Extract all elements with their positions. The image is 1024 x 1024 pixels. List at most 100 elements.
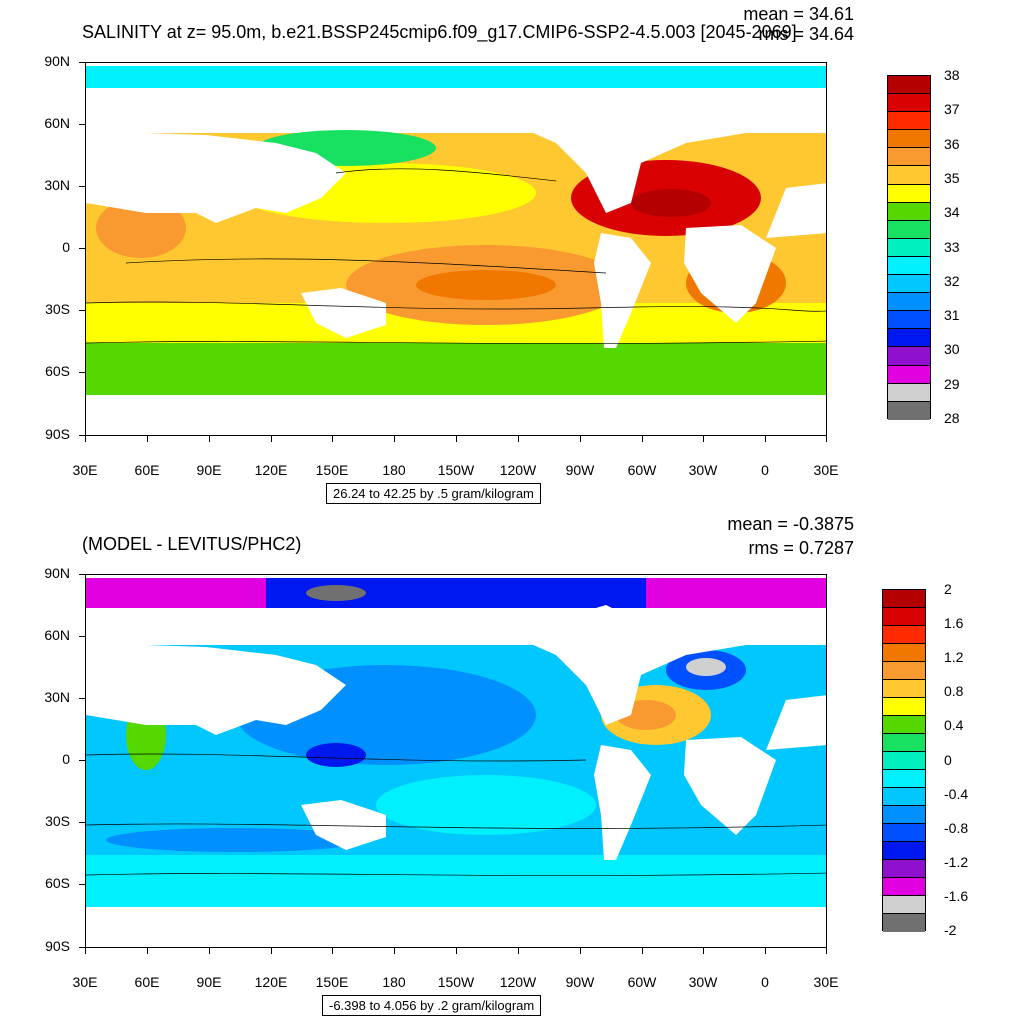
colorbar-swatch: [883, 914, 925, 932]
salinity-field: [86, 63, 826, 435]
colorbar-swatch: [883, 860, 925, 878]
rms-label: rms = 0.7287: [748, 538, 854, 558]
colorbar-swatch: [883, 590, 925, 608]
colorbar-swatch: [883, 752, 925, 770]
colorbar-swatch: [883, 824, 925, 842]
colorbar-label: -1.2: [944, 853, 969, 870]
lon-label-90e: 90E: [196, 462, 222, 478]
colorbar-swatch: [888, 130, 930, 149]
mean-label: mean = -0.3875: [727, 514, 854, 534]
colorbar-swatch: [883, 878, 925, 896]
colorbar-swatch: [888, 365, 930, 384]
colorbar-label: -0.8: [944, 819, 969, 836]
salinity-panel: SALINITY at z= 95.0m, b.e21.BSSP245cmip6…: [44, 4, 960, 504]
lon-label-150w: 150W: [437, 974, 475, 990]
salinity-map: [85, 62, 827, 436]
lat-label-60n: 60N: [44, 115, 70, 131]
lat-label-0: 0: [62, 751, 70, 767]
colorbar-swatch: [888, 238, 930, 257]
lon-label-120w: 120W: [499, 974, 537, 990]
lon-label-150e: 150E: [315, 462, 349, 478]
colorbar-label: 28: [944, 410, 960, 426]
lon-label-30e-end: 30E: [813, 462, 839, 478]
colorbar-swatch: [888, 329, 930, 348]
colorbar-swatch: [888, 112, 930, 131]
lon-label-30e: 30E: [72, 462, 98, 478]
colorbar-label: 35: [944, 169, 960, 186]
lon-label-0: 0: [761, 462, 769, 478]
colorbar-label: 31: [944, 307, 960, 324]
lon-label-90w: 90W: [565, 462, 595, 478]
salinity-colorbar: [887, 75, 931, 420]
colorbar-label: 0.4: [944, 717, 964, 734]
lon-label-90w: 90W: [565, 974, 595, 990]
colorbar-label: 34: [944, 204, 960, 221]
lon-label-120e: 120E: [254, 974, 288, 990]
colorbar-swatch: [888, 275, 930, 294]
colorbar-label: 37: [944, 101, 960, 118]
colorbar-swatch: [888, 256, 930, 276]
colorbar-swatch: [883, 716, 925, 734]
colorbar-swatch: [883, 734, 925, 752]
colorbar-swatch: [883, 842, 925, 860]
lat-label-30s: 30S: [45, 813, 70, 829]
lon-label-60w: 60W: [627, 462, 657, 478]
lat-label-0: 0: [62, 239, 70, 255]
lat-label-30n: 30N: [44, 177, 70, 193]
colorbar-swatch: [888, 184, 930, 203]
colorbar-swatch: [888, 166, 930, 185]
colorbar-swatch: [883, 806, 925, 824]
lat-label-60s: 60S: [45, 875, 70, 891]
contour-range-label: -6.398 to 4.056 by .2 gram/kilogram: [322, 995, 542, 1016]
difference-colorbar: [882, 589, 926, 932]
lon-label-120e: 120E: [254, 462, 288, 478]
colorbar-swatch: [883, 680, 925, 698]
colorbar-swatch: [883, 644, 925, 662]
colorbar-label: 0.8: [944, 683, 964, 700]
difference-panel: (MODEL - LEVITUS/PHC2) mean = -0.3875 rm…: [0, 512, 1024, 1024]
colorbar-swatch: [888, 293, 930, 312]
colorbar-swatch: [883, 770, 925, 788]
colorbar-label: 36: [944, 135, 960, 152]
colorbar-label: 1.6: [944, 615, 964, 632]
lon-label-150w: 150W: [437, 462, 475, 478]
lon-label-180: 180: [382, 974, 406, 990]
colorbar-label: 38: [944, 67, 960, 83]
contour-range-label: 26.24 to 42.25 by .5 gram/kilogram: [326, 483, 541, 504]
difference-field: [86, 575, 826, 947]
rms-label: rms = 34.64: [758, 24, 854, 44]
colorbar-swatch: [883, 788, 925, 806]
lat-label-90s: 90S: [45, 938, 70, 954]
lat-label-30s: 30S: [45, 301, 70, 317]
lon-label-120w: 120W: [499, 462, 537, 478]
colorbar-swatch: [888, 148, 930, 167]
colorbar-label: -2: [944, 922, 957, 938]
colorbar-label: 2: [944, 581, 952, 597]
colorbar-swatch: [883, 626, 925, 644]
lon-label-30e: 30E: [72, 974, 98, 990]
panel-title: SALINITY at z= 95.0m, b.e21.BSSP245cmip6…: [82, 22, 797, 42]
lat-label-90n: 90N: [44, 53, 70, 69]
colorbar-label: 30: [944, 341, 960, 358]
colorbar-swatch: [888, 383, 930, 402]
colorbar-swatch: [888, 94, 930, 113]
colorbar-label: 29: [944, 375, 960, 392]
lat-label-30n: 30N: [44, 689, 70, 705]
colorbar-swatch: [883, 608, 925, 626]
lon-label-0: 0: [761, 974, 769, 990]
colorbar-swatch: [888, 202, 930, 221]
colorbar-swatch: [888, 311, 930, 330]
lat-label-60n: 60N: [44, 627, 70, 643]
lon-label-60e: 60E: [134, 974, 160, 990]
colorbar-label: 0: [944, 751, 952, 768]
colorbar-label: 32: [944, 272, 960, 289]
lon-label-90e: 90E: [196, 974, 222, 990]
colorbar-swatch: [888, 76, 930, 95]
colorbar-swatch: [888, 401, 930, 420]
colorbar-swatch: [888, 220, 930, 239]
colorbar-label: 33: [944, 238, 960, 255]
mean-label: mean = 34.61: [743, 4, 854, 24]
colorbar-swatch: [883, 662, 925, 680]
colorbar-label: 1.2: [944, 649, 964, 666]
colorbar-swatch: [888, 347, 930, 366]
